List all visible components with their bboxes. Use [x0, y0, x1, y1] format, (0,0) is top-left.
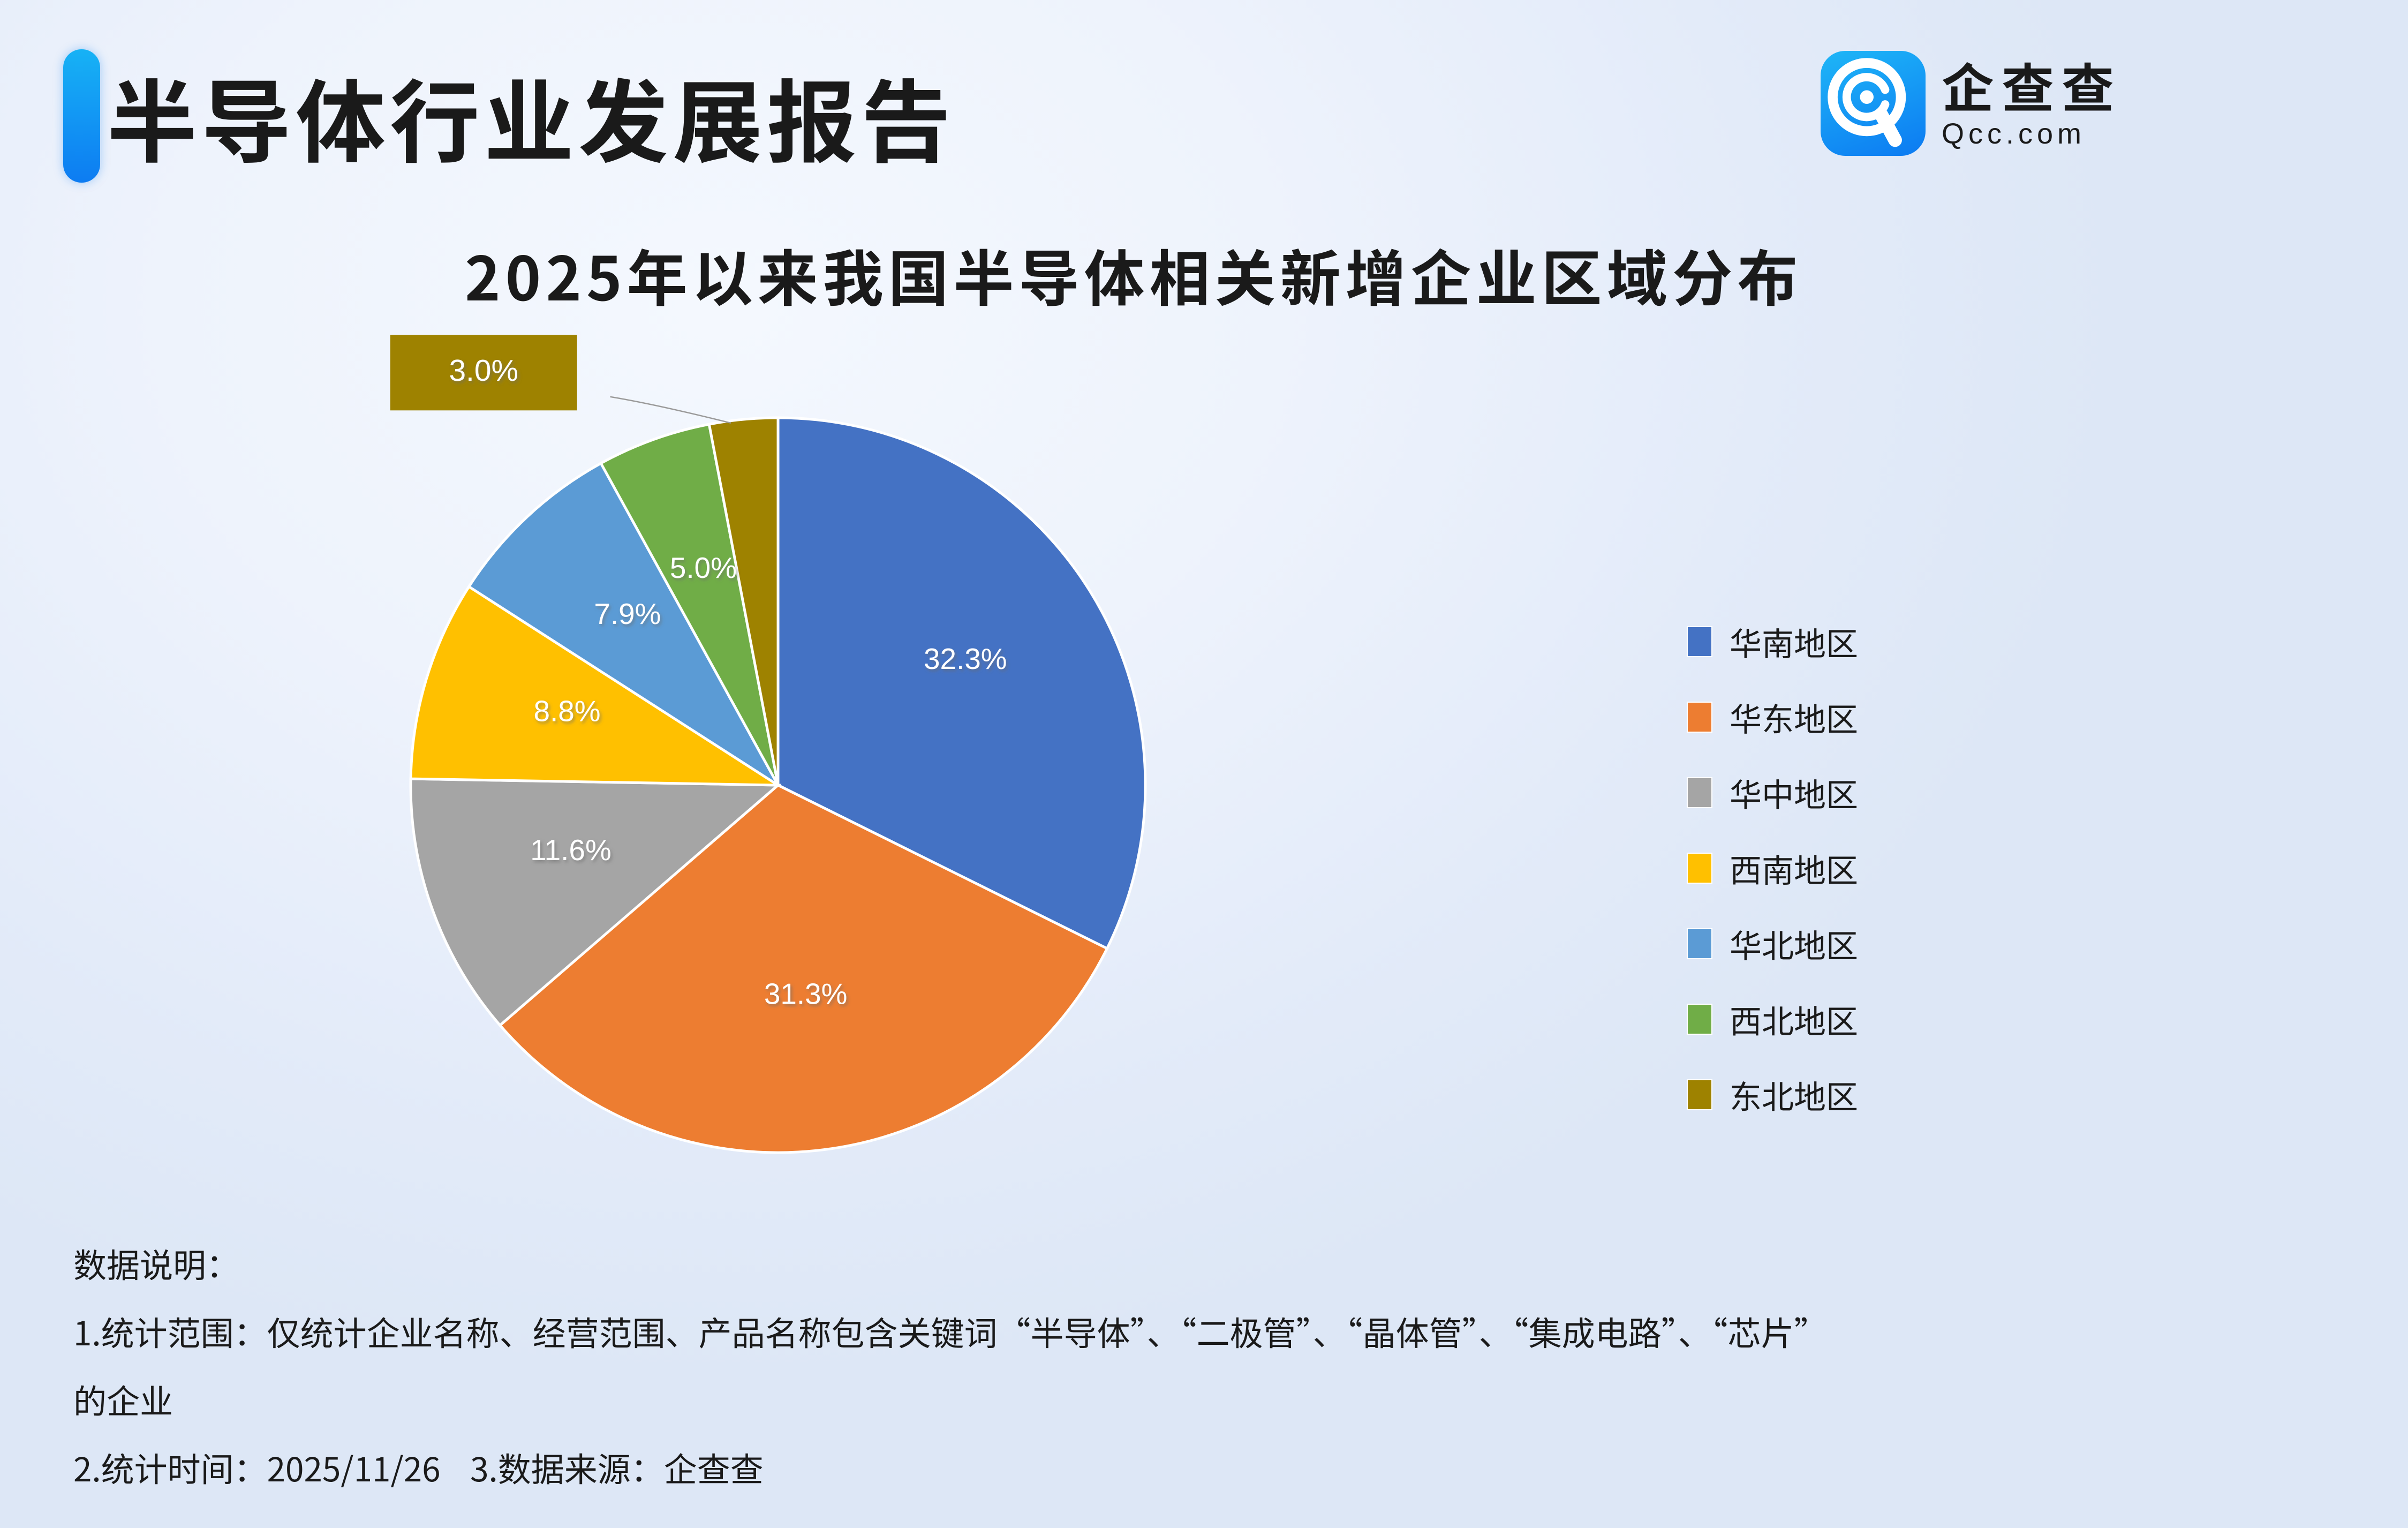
svg-text:7.9%: 7.9% [594, 597, 661, 630]
svg-text:5.0%: 5.0% [670, 551, 737, 584]
svg-text:8.8%: 8.8% [534, 695, 601, 728]
svg-text:11.6%: 11.6% [530, 833, 612, 867]
svg-text:32.3%: 32.3% [924, 642, 1007, 675]
svg-text:3.0%: 3.0% [449, 354, 518, 388]
svg-text:31.3%: 31.3% [764, 977, 848, 1010]
